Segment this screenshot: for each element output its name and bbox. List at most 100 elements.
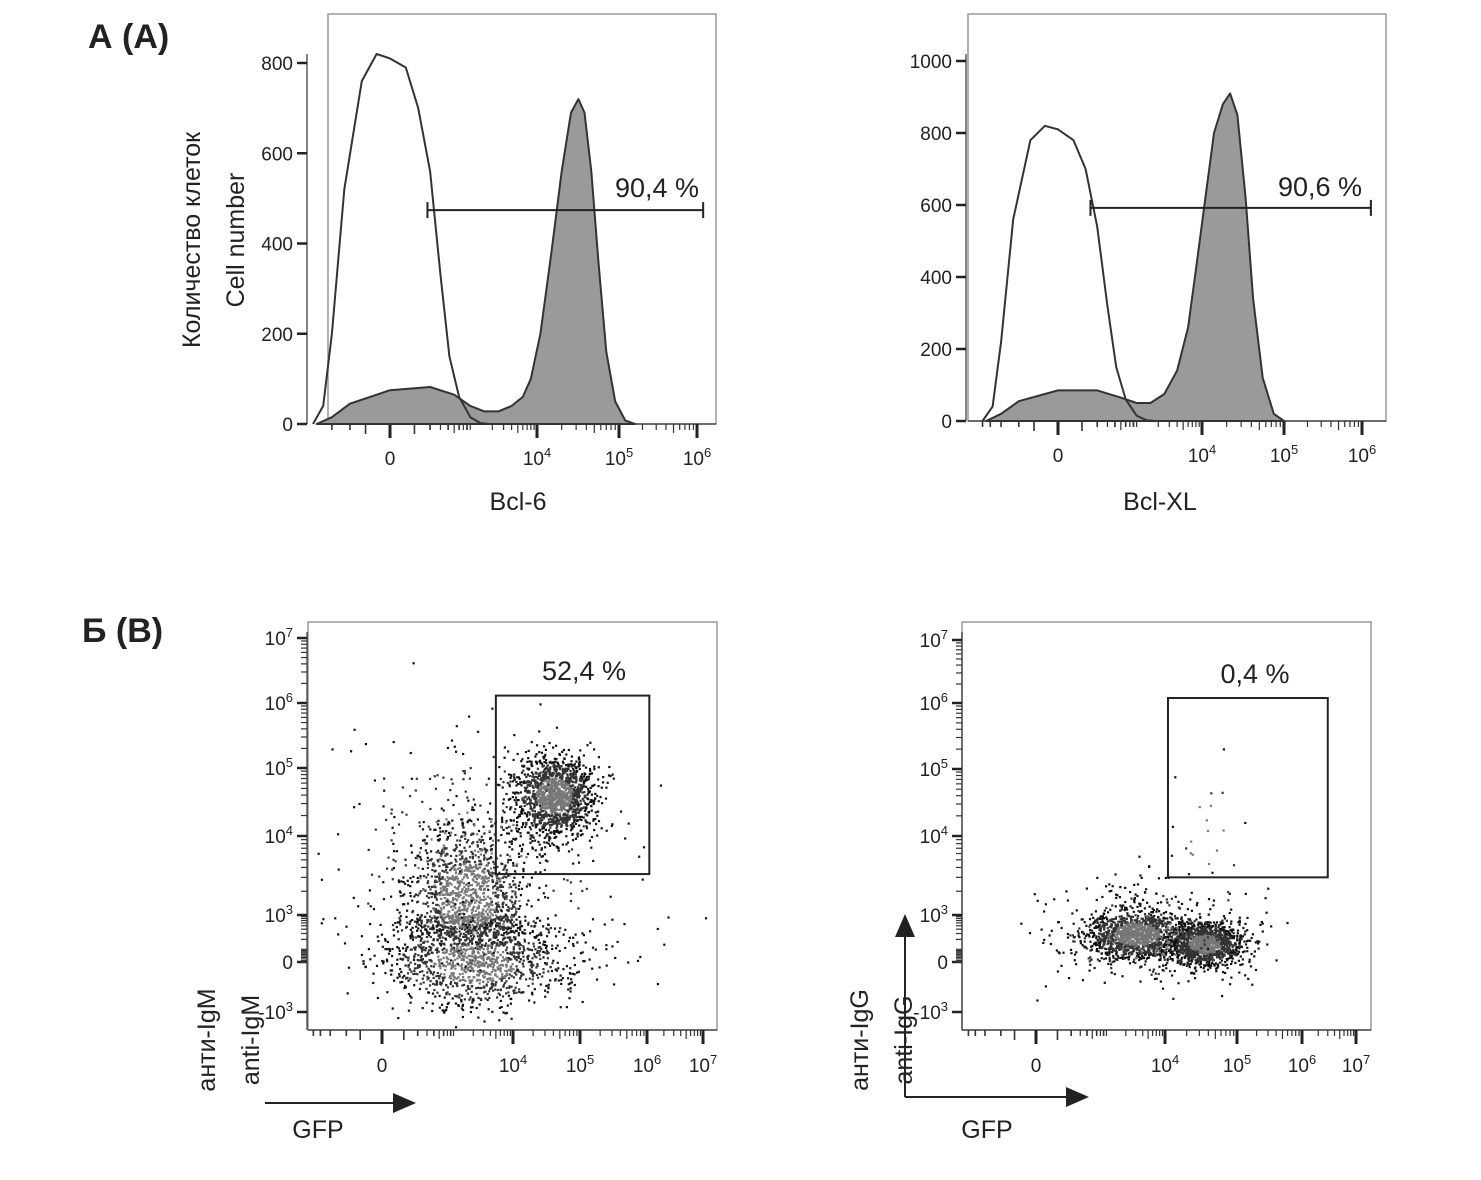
dot [413,969,416,972]
dot [550,969,554,973]
dot [542,971,545,974]
dot [544,802,547,805]
dot [479,924,482,927]
dot [534,785,537,788]
dot [514,883,517,886]
dot [539,804,542,808]
dot [439,914,442,917]
dot [490,970,493,974]
dot [478,933,481,936]
dot [426,978,429,981]
dot [466,967,469,970]
dot [482,985,485,988]
dot [534,755,537,758]
dot [468,923,471,926]
dot [490,922,494,925]
dot [515,784,518,787]
dot [455,977,458,980]
dot [463,869,466,872]
dot [429,921,432,924]
dot [478,896,481,899]
dot [548,769,551,772]
dot [467,918,470,921]
dot [421,960,424,963]
dot [636,959,640,962]
dot [514,913,517,916]
dot [500,884,503,887]
dot [520,784,523,787]
tick-exp: 7 [1363,1052,1370,1067]
dot [464,949,467,952]
dot [533,821,536,824]
tick-base: 0 [385,449,396,470]
dot [421,800,424,803]
dot [458,973,461,976]
dot [577,793,580,796]
dot [475,929,478,932]
dot [545,767,549,770]
dot [533,803,536,806]
dot [540,819,543,822]
dot [508,785,511,788]
dot [584,802,587,806]
dot [494,917,497,921]
dot [547,783,550,786]
dot [438,936,441,940]
dot [449,834,452,837]
dot [510,842,513,845]
dot [442,886,445,890]
dot [561,774,564,777]
dot [447,900,450,903]
dot [1140,917,1143,920]
dot [544,896,547,899]
dot [435,898,438,901]
dot [489,867,493,870]
dot [523,940,526,943]
dot [468,981,472,985]
dot [454,858,457,861]
dot [461,835,464,838]
dot [470,932,473,935]
dot [428,969,431,972]
dot [450,867,453,870]
dot [429,910,433,913]
dot [597,778,600,781]
dot [458,913,461,916]
dot [449,854,453,858]
dot [536,816,539,819]
dot [559,818,562,821]
dot [511,890,514,893]
dot [532,790,535,793]
dot [451,921,454,924]
dot [569,788,572,791]
dot [465,860,468,863]
dot [418,988,421,991]
dot [435,875,438,878]
dot [583,785,586,788]
dot [461,850,464,853]
tick-base: 10 [920,631,941,652]
dot [482,959,485,962]
dot [476,895,479,898]
dot [434,881,437,884]
dot [491,914,494,917]
dot [408,968,411,971]
dot [541,807,544,810]
dot [577,970,580,973]
dot [448,953,451,956]
dot [488,817,491,820]
dot [386,940,389,944]
dot [486,958,489,961]
dot [465,935,468,938]
dot [488,929,491,932]
dot [588,958,591,961]
dot [561,977,564,980]
dot [446,893,449,896]
dot [439,830,442,833]
dot [572,784,575,787]
dot [391,924,395,927]
dot [574,811,577,814]
dot [364,965,367,968]
dot [519,894,522,897]
dot [567,850,571,853]
